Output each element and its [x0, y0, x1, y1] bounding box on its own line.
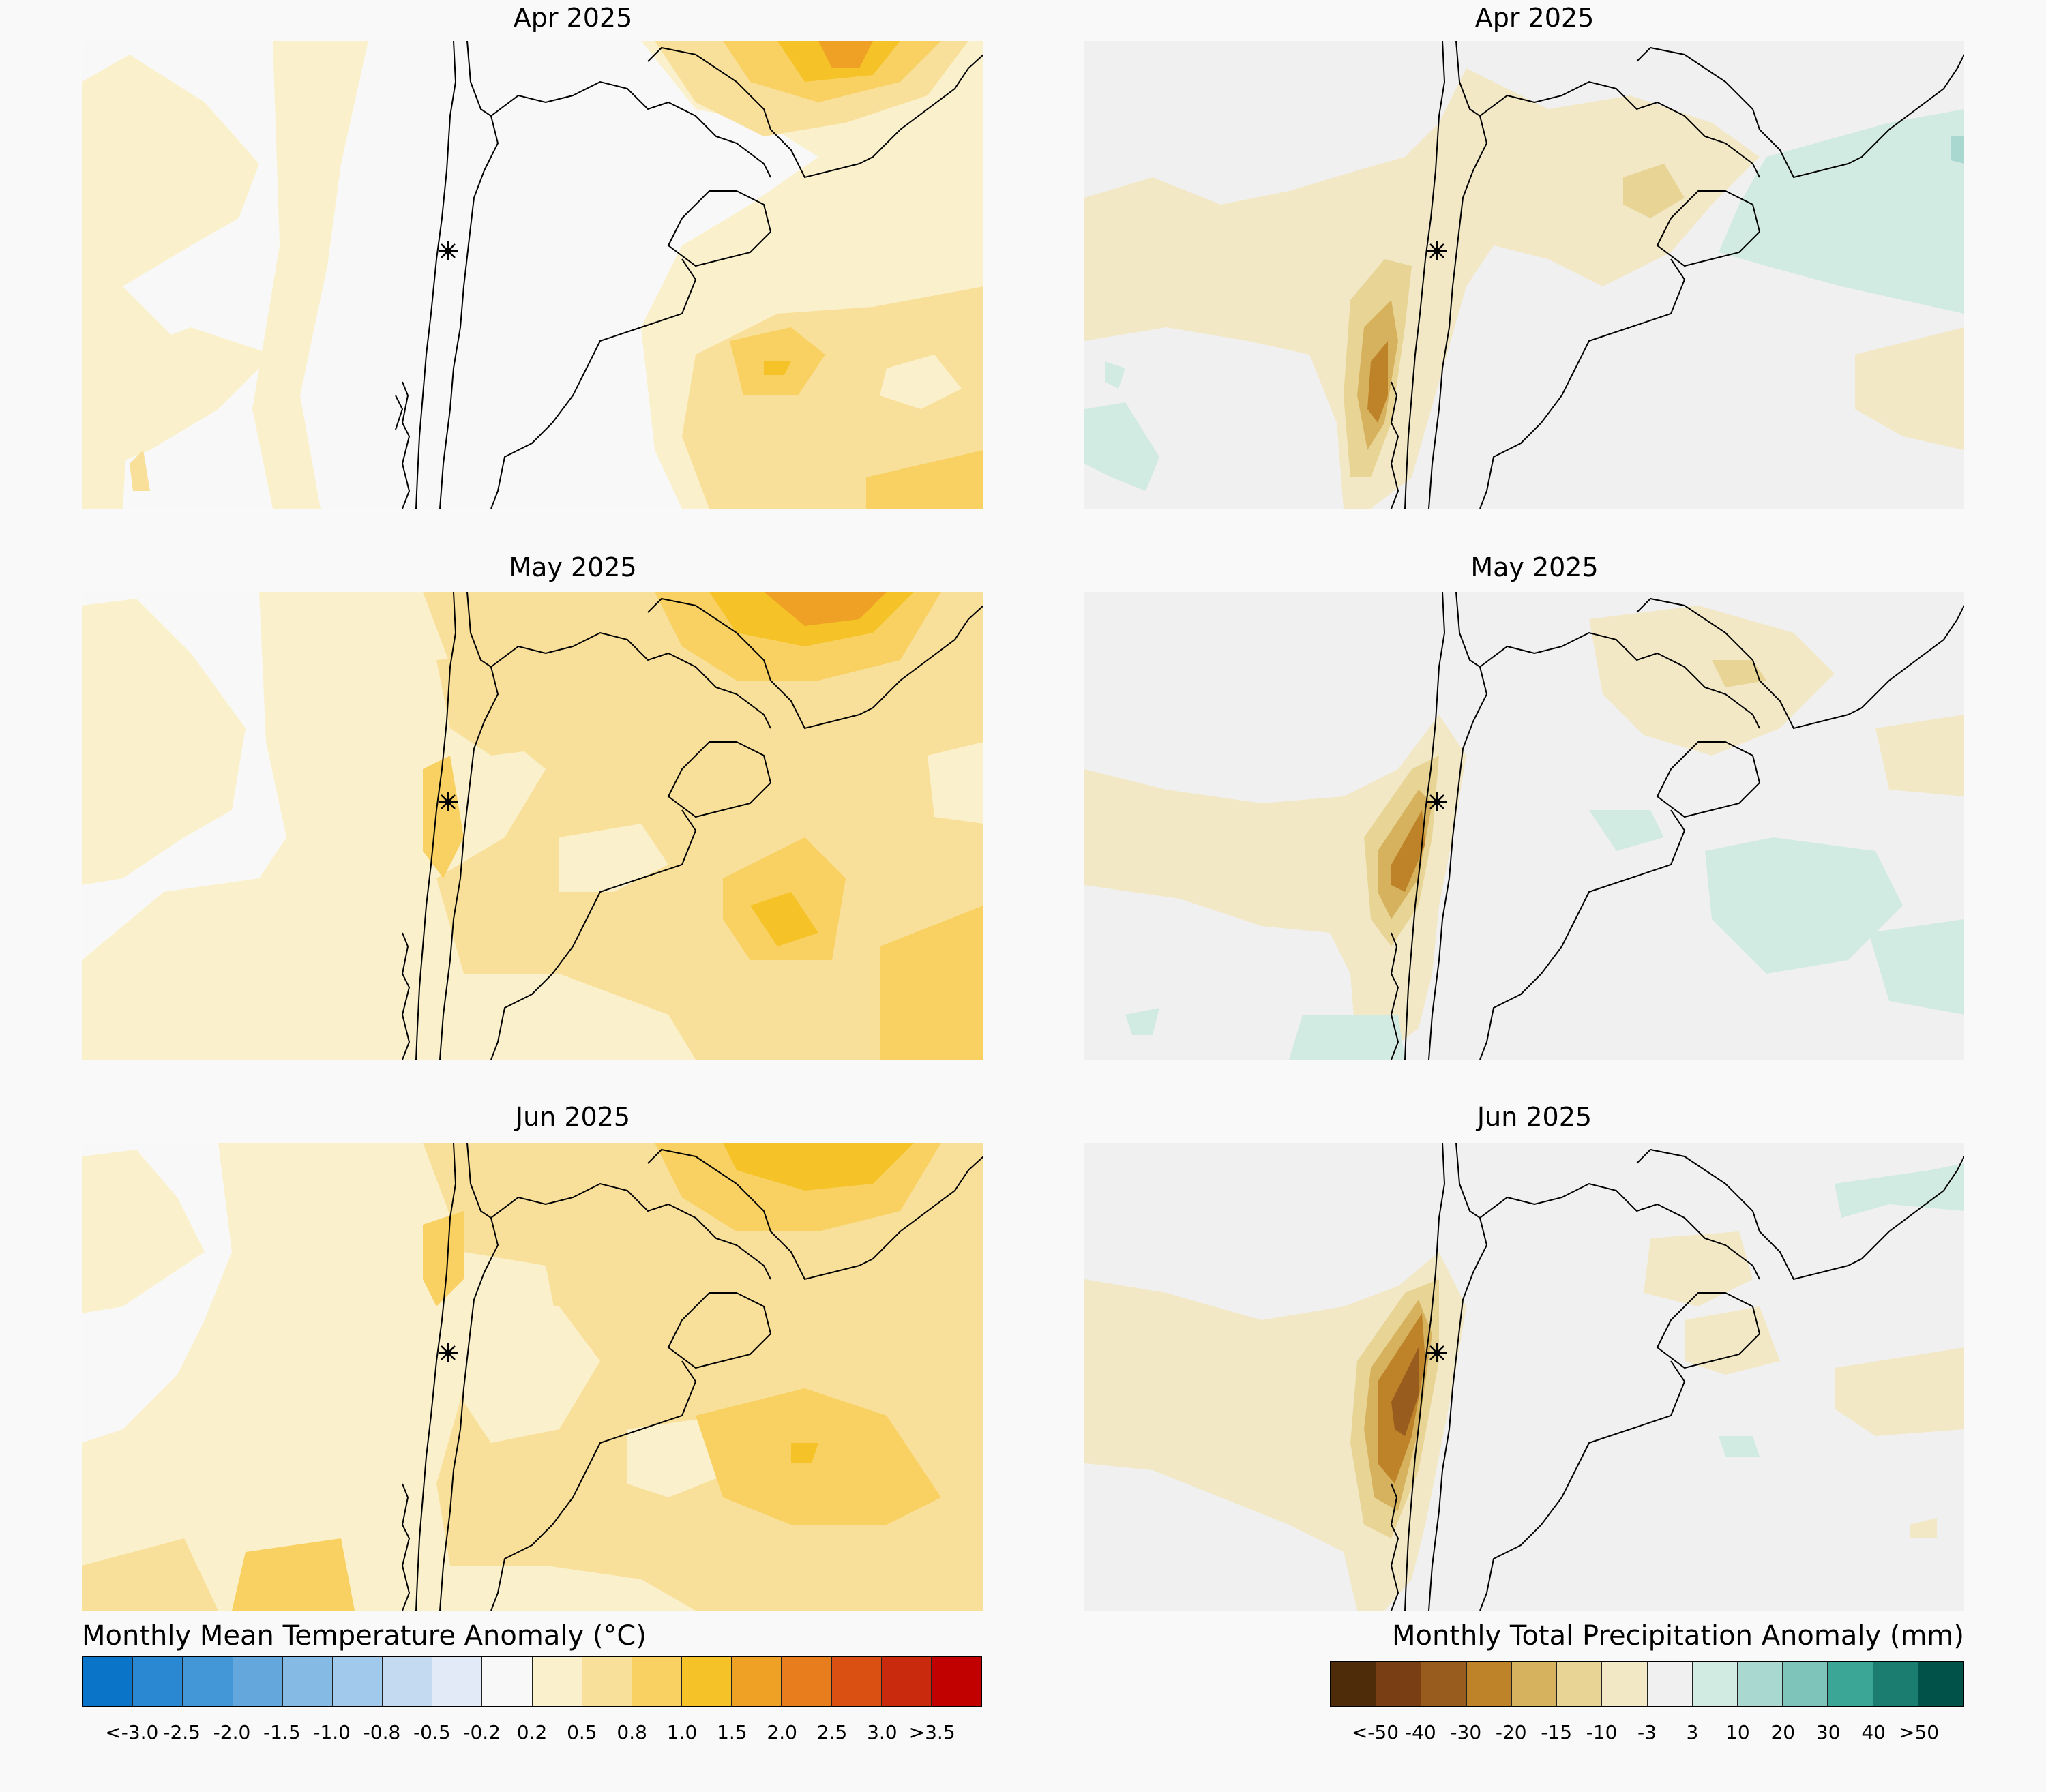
- temperature-swatch: [183, 1657, 233, 1706]
- temperature-swatch: [282, 1657, 333, 1706]
- map-temperature-may: [82, 592, 983, 1060]
- precipitation-swatch: [1466, 1662, 1512, 1706]
- temperature-tick-label: -0.8: [363, 1721, 401, 1744]
- temperature-swatch: [532, 1657, 582, 1706]
- panel-title-temp-may: May 2025: [509, 552, 637, 582]
- panel-title-temp-apr: Apr 2025: [513, 3, 633, 33]
- temperature-tick-label: <-3.0: [105, 1721, 159, 1744]
- precipitation-tick-label: 40: [1861, 1721, 1886, 1744]
- precipitation-swatch: [1783, 1662, 1828, 1706]
- temperature-swatch: [83, 1657, 134, 1706]
- precipitation-swatch: [1511, 1662, 1558, 1706]
- temperature-swatch: [582, 1657, 632, 1706]
- temperature-tick-label: 2.5: [816, 1721, 848, 1744]
- precipitation-swatch: [1873, 1662, 1918, 1706]
- panel-title-precip-jun: Jun 2025: [1477, 1102, 1592, 1132]
- precipitation-tick-label: 10: [1725, 1721, 1750, 1744]
- precipitation-swatch: [1737, 1662, 1783, 1706]
- temperature-tick-label: 0.2: [516, 1721, 548, 1744]
- temperature-swatch: [831, 1657, 882, 1706]
- precipitation-tick-label: -40: [1404, 1721, 1436, 1744]
- precipitation-swatch: [1692, 1662, 1738, 1706]
- temperature-tick-label: 1.0: [666, 1721, 698, 1744]
- temperature-colorbar: [82, 1656, 982, 1707]
- precipitation-tick-label: -20: [1495, 1721, 1527, 1744]
- temperature-tick-label: -0.2: [463, 1721, 501, 1744]
- panel-title-temp-jun: Jun 2025: [515, 1102, 631, 1132]
- temperature-swatch: [881, 1657, 932, 1706]
- temperature-tick-label: -2.5: [163, 1721, 201, 1744]
- temperature-tick-label: -2.0: [213, 1721, 251, 1744]
- precipitation-tick-label: 3: [1686, 1721, 1699, 1744]
- panel-title-precip-may: May 2025: [1470, 552, 1599, 582]
- temperature-swatch: [432, 1657, 483, 1706]
- temperature-tick-label: 1.5: [717, 1721, 747, 1744]
- precipitation-swatch: [1331, 1662, 1377, 1706]
- temperature-swatch: [482, 1657, 533, 1706]
- precipitation-tick-label: >50: [1899, 1721, 1940, 1744]
- temperature-colorbar-ticks: <-3.0 -2.5 -2.0 -1.5 -1.0 -0.8 -0.5 -0.2 0.2 0.5 0…: [82, 1721, 982, 1748]
- temperature-tick-label: 3.0: [867, 1721, 898, 1744]
- precipitation-tick-label: -3: [1637, 1721, 1657, 1744]
- map-temperature-apr: [82, 41, 983, 509]
- precipitation-swatch: [1376, 1662, 1422, 1706]
- temperature-swatch: [133, 1657, 183, 1706]
- temperature-tick-label: >3.5: [908, 1721, 955, 1744]
- temperature-swatch: [332, 1657, 383, 1706]
- precipitation-tick-label: 20: [1770, 1721, 1796, 1744]
- precipitation-legend-title: Monthly Total Precipitation Anomaly (mm): [1391, 1620, 1964, 1652]
- temperature-swatch: [233, 1657, 283, 1706]
- precipitation-tick-label: -15: [1541, 1721, 1573, 1744]
- temperature-tick-label: 0.8: [617, 1721, 647, 1744]
- temperature-swatch: [682, 1657, 732, 1706]
- precipitation-tick-label: <-50: [1351, 1721, 1399, 1744]
- temperature-swatch: [632, 1657, 683, 1706]
- precipitation-swatch: [1647, 1662, 1693, 1706]
- precipitation-swatch: [1918, 1662, 1963, 1706]
- temperature-tick-label: -1.5: [263, 1721, 301, 1744]
- temperature-tick-label: -0.5: [413, 1721, 451, 1744]
- temperature-tick-label: -1.0: [313, 1721, 351, 1744]
- temperature-swatch: [782, 1657, 832, 1706]
- temperature-swatch: [383, 1657, 433, 1706]
- precipitation-swatch: [1828, 1662, 1873, 1706]
- precipitation-tick-label: -30: [1450, 1721, 1482, 1744]
- temperature-legend-title: Monthly Mean Temperature Anomaly (°C): [82, 1620, 647, 1652]
- map-temperature-jun: [82, 1143, 983, 1611]
- map-precipitation-may: [1084, 592, 1964, 1060]
- temperature-tick-label: 2.0: [767, 1721, 797, 1744]
- temperature-swatch: [931, 1657, 981, 1706]
- precipitation-swatch: [1602, 1662, 1648, 1706]
- precipitation-colorbar: [1330, 1661, 1964, 1707]
- temperature-tick-label: 0.5: [567, 1721, 597, 1744]
- precipitation-tick-label: 30: [1815, 1721, 1841, 1744]
- precipitation-colorbar-ticks: <-50 -40 -30 -20 -15 -10 -3 3 10 20 30 40 >50: [1330, 1721, 1964, 1748]
- precipitation-swatch: [1421, 1662, 1467, 1706]
- map-precipitation-jun: [1084, 1143, 1964, 1611]
- precipitation-swatch: [1557, 1662, 1603, 1706]
- precipitation-tick-label: -10: [1586, 1721, 1618, 1744]
- temperature-swatch: [732, 1657, 782, 1706]
- panel-title-precip-apr: Apr 2025: [1474, 3, 1595, 33]
- map-precipitation-apr: [1084, 41, 1964, 509]
